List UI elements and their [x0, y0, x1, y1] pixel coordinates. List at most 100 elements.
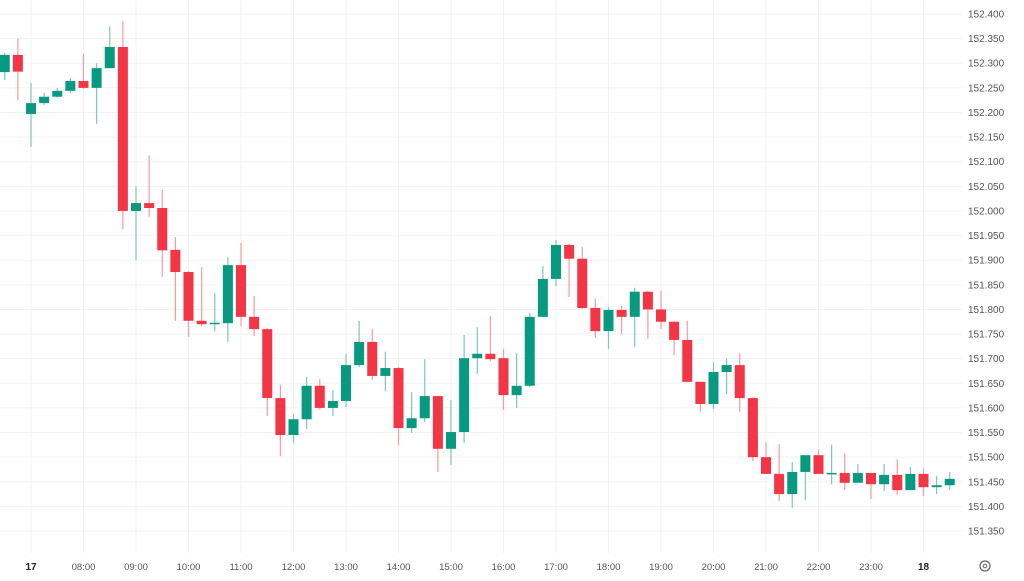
candle-down: [813, 449, 824, 474]
candle-down: [564, 243, 575, 298]
candle-body: [0, 54, 10, 73]
candle-body: [616, 309, 627, 317]
time-tick-label: 10:00: [177, 562, 201, 573]
candle-down: [367, 329, 378, 380]
candle-down: [577, 246, 588, 309]
candle-body: [905, 473, 916, 491]
candle-body: [367, 341, 378, 376]
candle-up: [52, 87, 63, 98]
candle-body: [183, 272, 194, 321]
candle-body: [341, 365, 351, 402]
candle-body: [656, 309, 666, 322]
candle-body: [590, 307, 601, 332]
candle-down: [682, 320, 693, 383]
time-tick-label: 13:00: [334, 562, 358, 573]
candle-body: [629, 291, 640, 317]
candle-up: [380, 351, 391, 392]
candle-up: [905, 467, 916, 491]
candle-body: [288, 419, 299, 436]
candle-body: [354, 341, 365, 366]
candle-up: [944, 471, 955, 491]
candle-up: [104, 26, 115, 69]
time-tick-label: 18:00: [597, 562, 621, 573]
candle-down: [157, 189, 168, 277]
candle-body: [944, 478, 955, 486]
candle-up: [26, 82, 36, 147]
time-tick-label: 12:00: [282, 562, 306, 573]
candle-body: [104, 46, 115, 69]
candle-down: [616, 305, 627, 335]
candle-body: [734, 365, 745, 399]
candles: [0, 21, 955, 508]
candle-down: [839, 453, 850, 491]
candle-down: [747, 397, 758, 462]
candle-body: [485, 353, 496, 360]
candle-body: [918, 473, 929, 488]
candle-body: [39, 96, 50, 104]
candle-body: [446, 432, 456, 449]
candle-body: [432, 396, 443, 449]
candle-down: [734, 353, 745, 412]
candle-up: [800, 455, 811, 500]
candle-up: [721, 358, 732, 395]
candle-body: [327, 401, 338, 408]
candle-down: [669, 321, 680, 356]
candle-body: [524, 316, 535, 386]
candle-up: [472, 327, 483, 374]
candle-body: [603, 309, 614, 332]
candle-down: [262, 328, 273, 416]
candle-body: [209, 322, 220, 325]
candle-up: [91, 63, 102, 124]
candle-up: [524, 312, 535, 388]
candle-down: [196, 267, 207, 327]
candle-body: [787, 471, 798, 495]
candle-up: [222, 257, 233, 342]
candle-down: [761, 441, 771, 474]
candle-up: [787, 462, 798, 508]
price-tick-label: 151.550: [968, 428, 1005, 439]
candle-body: [669, 321, 680, 340]
time-tick-label: 19:00: [649, 562, 673, 573]
price-tick-label: 152.200: [968, 108, 1005, 119]
price-axis[interactable]: 152.400 152.350 152.300 152.250 152.200 152.1…: [968, 10, 1005, 538]
candle-up: [879, 464, 890, 492]
candle-body: [774, 473, 785, 495]
candle-body: [78, 80, 89, 88]
candle-body: [892, 474, 903, 491]
price-tick-label: 152.350: [968, 34, 1005, 45]
candle-body: [682, 339, 693, 382]
chart-settings-button[interactable]: [979, 560, 991, 572]
time-tick-label: 21:00: [754, 562, 778, 573]
candle-body: [839, 472, 850, 483]
candle-body: [393, 368, 404, 429]
candle-body: [879, 474, 890, 485]
candle-body: [537, 278, 548, 317]
price-tick-label: 151.750: [968, 330, 1005, 341]
price-tick-label: 151.650: [968, 379, 1005, 390]
candle-up: [629, 287, 640, 347]
candle-down: [918, 468, 929, 497]
candle-up: [39, 92, 50, 106]
time-tick-label: 17: [25, 562, 37, 573]
time-tick-label: 20:00: [702, 562, 726, 573]
time-axis[interactable]: 17 08:00 09:00 10:00 11:00 12:00 13:00 14:00 15:…: [25, 562, 929, 573]
candle-body: [826, 472, 837, 475]
time-tick-label: 08:00: [72, 562, 96, 573]
candle-body: [551, 244, 561, 279]
price-tick-label: 151.350: [968, 527, 1005, 538]
candle-body: [511, 385, 522, 396]
candle-up: [511, 353, 522, 408]
candle-up: [301, 376, 312, 430]
candle-up: [288, 413, 299, 443]
price-tick-label: 152.400: [968, 10, 1005, 21]
candle-up: [0, 52, 10, 80]
time-tick-label: 15:00: [439, 562, 463, 573]
candle-body: [695, 381, 706, 404]
price-tick-label: 151.500: [968, 453, 1005, 464]
candle-body: [380, 368, 391, 376]
candle-down: [892, 459, 903, 496]
candle-down: [485, 315, 496, 362]
time-tick-label: 14:00: [387, 562, 411, 573]
candle-body: [931, 485, 942, 488]
